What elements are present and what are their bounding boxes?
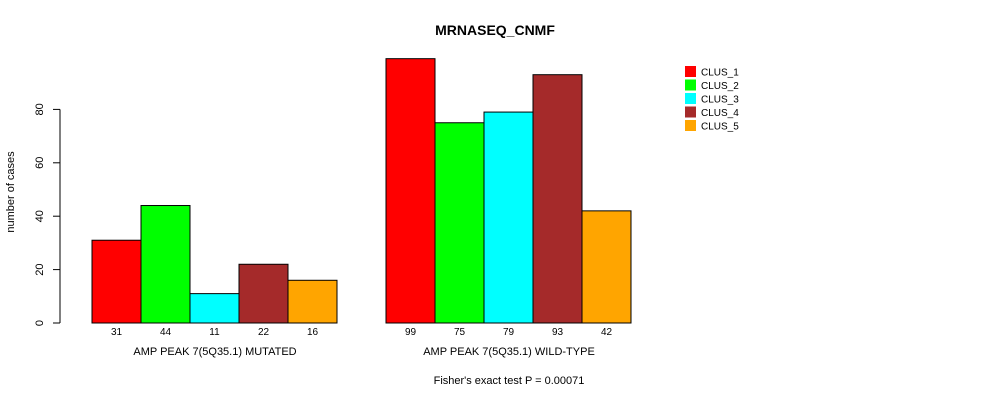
bar-wild-type-clus-2 [434,122,485,324]
bar-wild-type-clus-3 [483,111,534,324]
legend-label: CLUS_1 [701,68,739,79]
y-tick-label: 60 [34,157,46,169]
legend-swatch [685,120,696,131]
y-axis-label: number of cases [5,151,17,233]
bar-mutated-clus-3 [189,293,240,324]
legend-label: CLUS_4 [701,108,739,119]
y-tick-label: 40 [34,210,46,222]
value-labels: 31 44 11 22 16 99 75 79 93 42 [111,327,613,338]
group-label-wild-type: AMP PEAK 7(5Q35.1) WILD-TYPE [423,346,595,358]
bar-mutated-clus-4 [238,263,289,324]
legend-label: CLUS_5 [701,122,739,133]
bar-value-label: 16 [307,327,319,338]
legend: CLUS_1 CLUS_2 CLUS_3 CLUS_4 CLUS_5 [685,66,739,133]
bar-value-label: 22 [258,327,270,338]
chart-title: MRNASEQ_CNMF [435,22,555,38]
legend-swatch [685,93,696,104]
y-axis: 0 20 40 60 80 [34,103,61,326]
y-tick-label: 20 [34,263,46,275]
y-tick-label: 0 [34,320,46,326]
bar-mutated-clus-2 [140,205,191,324]
legend-swatch [685,66,696,77]
bar-value-label: 31 [111,327,123,338]
bar-value-label: 79 [503,327,515,338]
bar-value-label: 44 [160,327,172,338]
bar-mutated-clus-5 [287,279,338,324]
legend-label: CLUS_3 [701,95,739,106]
y-tick-label: 80 [34,103,46,115]
legend-label: CLUS_2 [701,81,739,92]
bars [91,58,632,324]
bar-value-label: 75 [454,327,466,338]
bar-wild-type-clus-1 [385,58,436,324]
legend-swatch [685,106,696,118]
bar-value-label: 11 [209,327,220,338]
bar-value-label: 93 [552,327,564,338]
bar-value-label: 99 [405,327,417,338]
bar-wild-type-clus-5 [581,210,632,324]
legend-swatch [685,79,696,91]
fisher-test-annotation: Fisher's exact test P = 0.00071 [434,375,585,387]
bar-wild-type-clus-4 [532,74,583,324]
bar-mutated-clus-1 [91,239,142,324]
bar-value-label: 42 [601,327,613,338]
group-label-mutated: AMP PEAK 7(5Q35.1) MUTATED [133,346,296,358]
